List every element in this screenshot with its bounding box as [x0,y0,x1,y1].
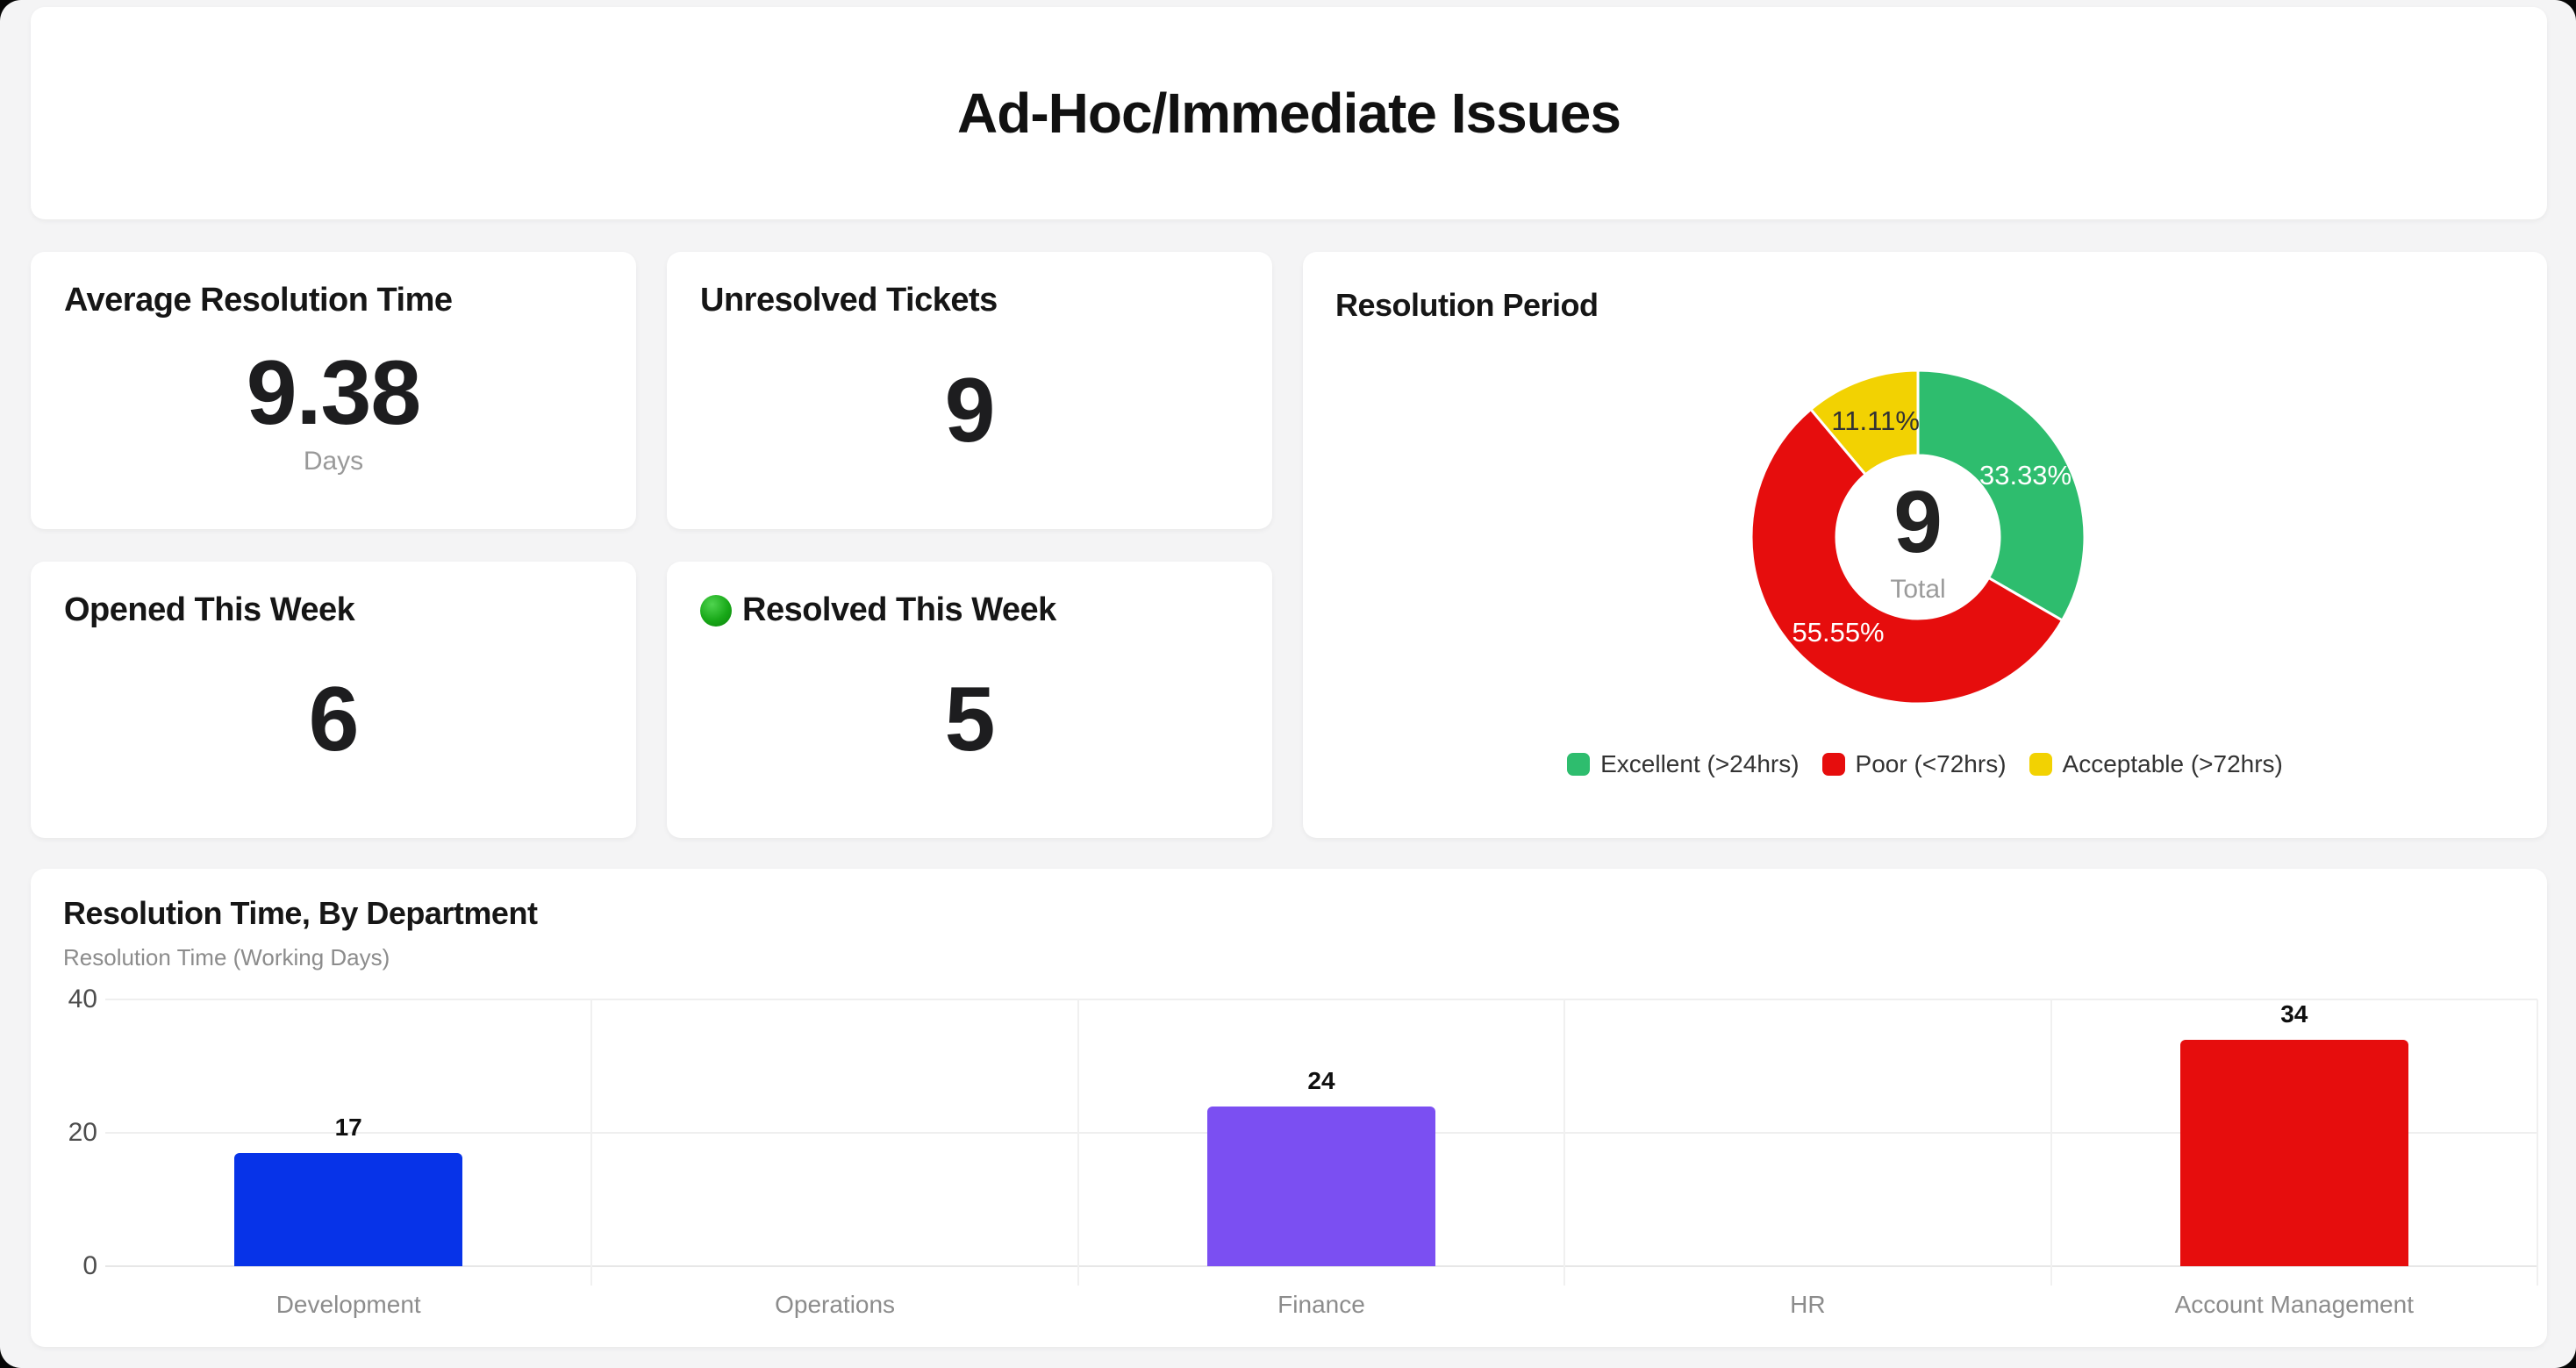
x-gridline [1563,999,1566,1286]
bar-value-label: 24 [1307,1066,1335,1094]
bar-chart-header: Resolution Time, By Department Resolutio… [63,895,538,971]
legend-swatch-icon [1567,753,1591,776]
legend-item-excellent[interactable]: Excellent (>24hrs) [1567,750,1800,778]
stat-value: 6 [308,669,360,771]
donut-legend: Excellent (>24hrs) Poor (<72hrs) Acceptabl… [1303,750,2547,778]
green-circle-icon [700,594,732,627]
stat-card-unresolved-tickets: Unresolved Tickets 9 [667,252,1272,529]
donut-slice-acceptable[interactable] [1808,369,1920,476]
stat-value: 5 [944,669,996,771]
bar-development[interactable] [234,1152,463,1266]
bar-chart-subtitle: Resolution Time (Working Days) [63,944,390,970]
stat-card-average-resolution-time: Average Resolution Time 9.38 Days [31,252,636,529]
bar-value-label: 34 [2280,999,2308,1028]
resolution-period-card: Resolution Period 33.33% 55.55% 11.11% 9 T… [1303,252,2547,838]
legend-item-acceptable[interactable]: Acceptable (>72hrs) [2029,750,2283,778]
stat-card-title: Resolved This Week [700,591,1239,629]
y-axis-tick-label: 40 [68,985,97,1013]
y-axis-tick-label: 0 [82,1251,97,1280]
donut-slice-percent-label: 55.55% [1792,617,1884,648]
x-gridline [2537,999,2538,1286]
bar-chart-plot-area: 17 24 34 [105,999,2538,1286]
stat-card-title: Unresolved Tickets [700,282,998,319]
resolution-time-by-department-card: Resolution Time, By Department Resolutio… [31,869,2547,1347]
stat-card-body: 9 [700,319,1239,503]
y-axis-tick-label: 20 [68,1118,97,1147]
stat-card-opened-this-week: Opened This Week 6 [31,562,636,838]
stat-card-resolved-this-week: Resolved This Week 5 [667,562,1272,838]
stat-card-body: 5 [700,629,1239,812]
x-axis-category-label: Operations [775,1291,896,1318]
x-gridline [590,999,593,1286]
bar-finance[interactable] [1207,1106,1435,1266]
stat-card-title: Average Resolution Time [64,282,453,319]
donut-slice-poor[interactable] [1750,407,2064,705]
x-axis-category-label: Finance [1277,1291,1365,1318]
stat-card-body: 9.38 Days [64,319,603,503]
legend-swatch-icon [2029,753,2052,776]
x-axis-category-label: HR [1790,1291,1826,1318]
legend-label: Acceptable (>72hrs) [2062,750,2283,777]
y-gridline [105,1265,2537,1267]
y-gridline [105,999,2537,1000]
x-gridline [1077,999,1079,1286]
stat-unit: Days [303,447,364,476]
legend-swatch-icon [1821,753,1845,776]
bar-value-label: 17 [334,1113,362,1141]
stat-value: 9 [944,359,996,462]
bar-chart-title: Resolution Time, By Department [63,895,538,931]
resolution-period-donut-chart: 33.33% 55.55% 11.11% [1750,369,2086,705]
donut-slice-percent-label: 33.33% [1979,460,2072,491]
stat-card-title-text: Resolved This Week [742,591,1056,628]
bar-account-management[interactable] [2179,1039,2408,1266]
page-title: Ad-Hoc/Immediate Issues [957,82,1621,145]
x-axis-category-label: Account Management [2174,1291,2414,1318]
stat-card-title: Opened This Week [64,591,355,628]
donut-slice-excellent[interactable] [1916,369,2086,623]
legend-label: Poor (<72hrs) [1855,750,2007,777]
x-gridline [2050,999,2052,1286]
x-axis-category-label: Development [275,1291,421,1318]
stat-card-body: 6 [64,629,603,812]
stat-value: 9.38 [246,341,421,444]
legend-item-poor[interactable]: Poor (<72hrs) [1821,750,2007,778]
donut-slice-percent-label: 11.11% [1831,405,1920,436]
header-card: Ad-Hoc/Immediate Issues [31,7,2547,219]
legend-label: Excellent (>24hrs) [1600,750,1800,777]
donut-chart-title: Resolution Period [1335,287,1599,323]
